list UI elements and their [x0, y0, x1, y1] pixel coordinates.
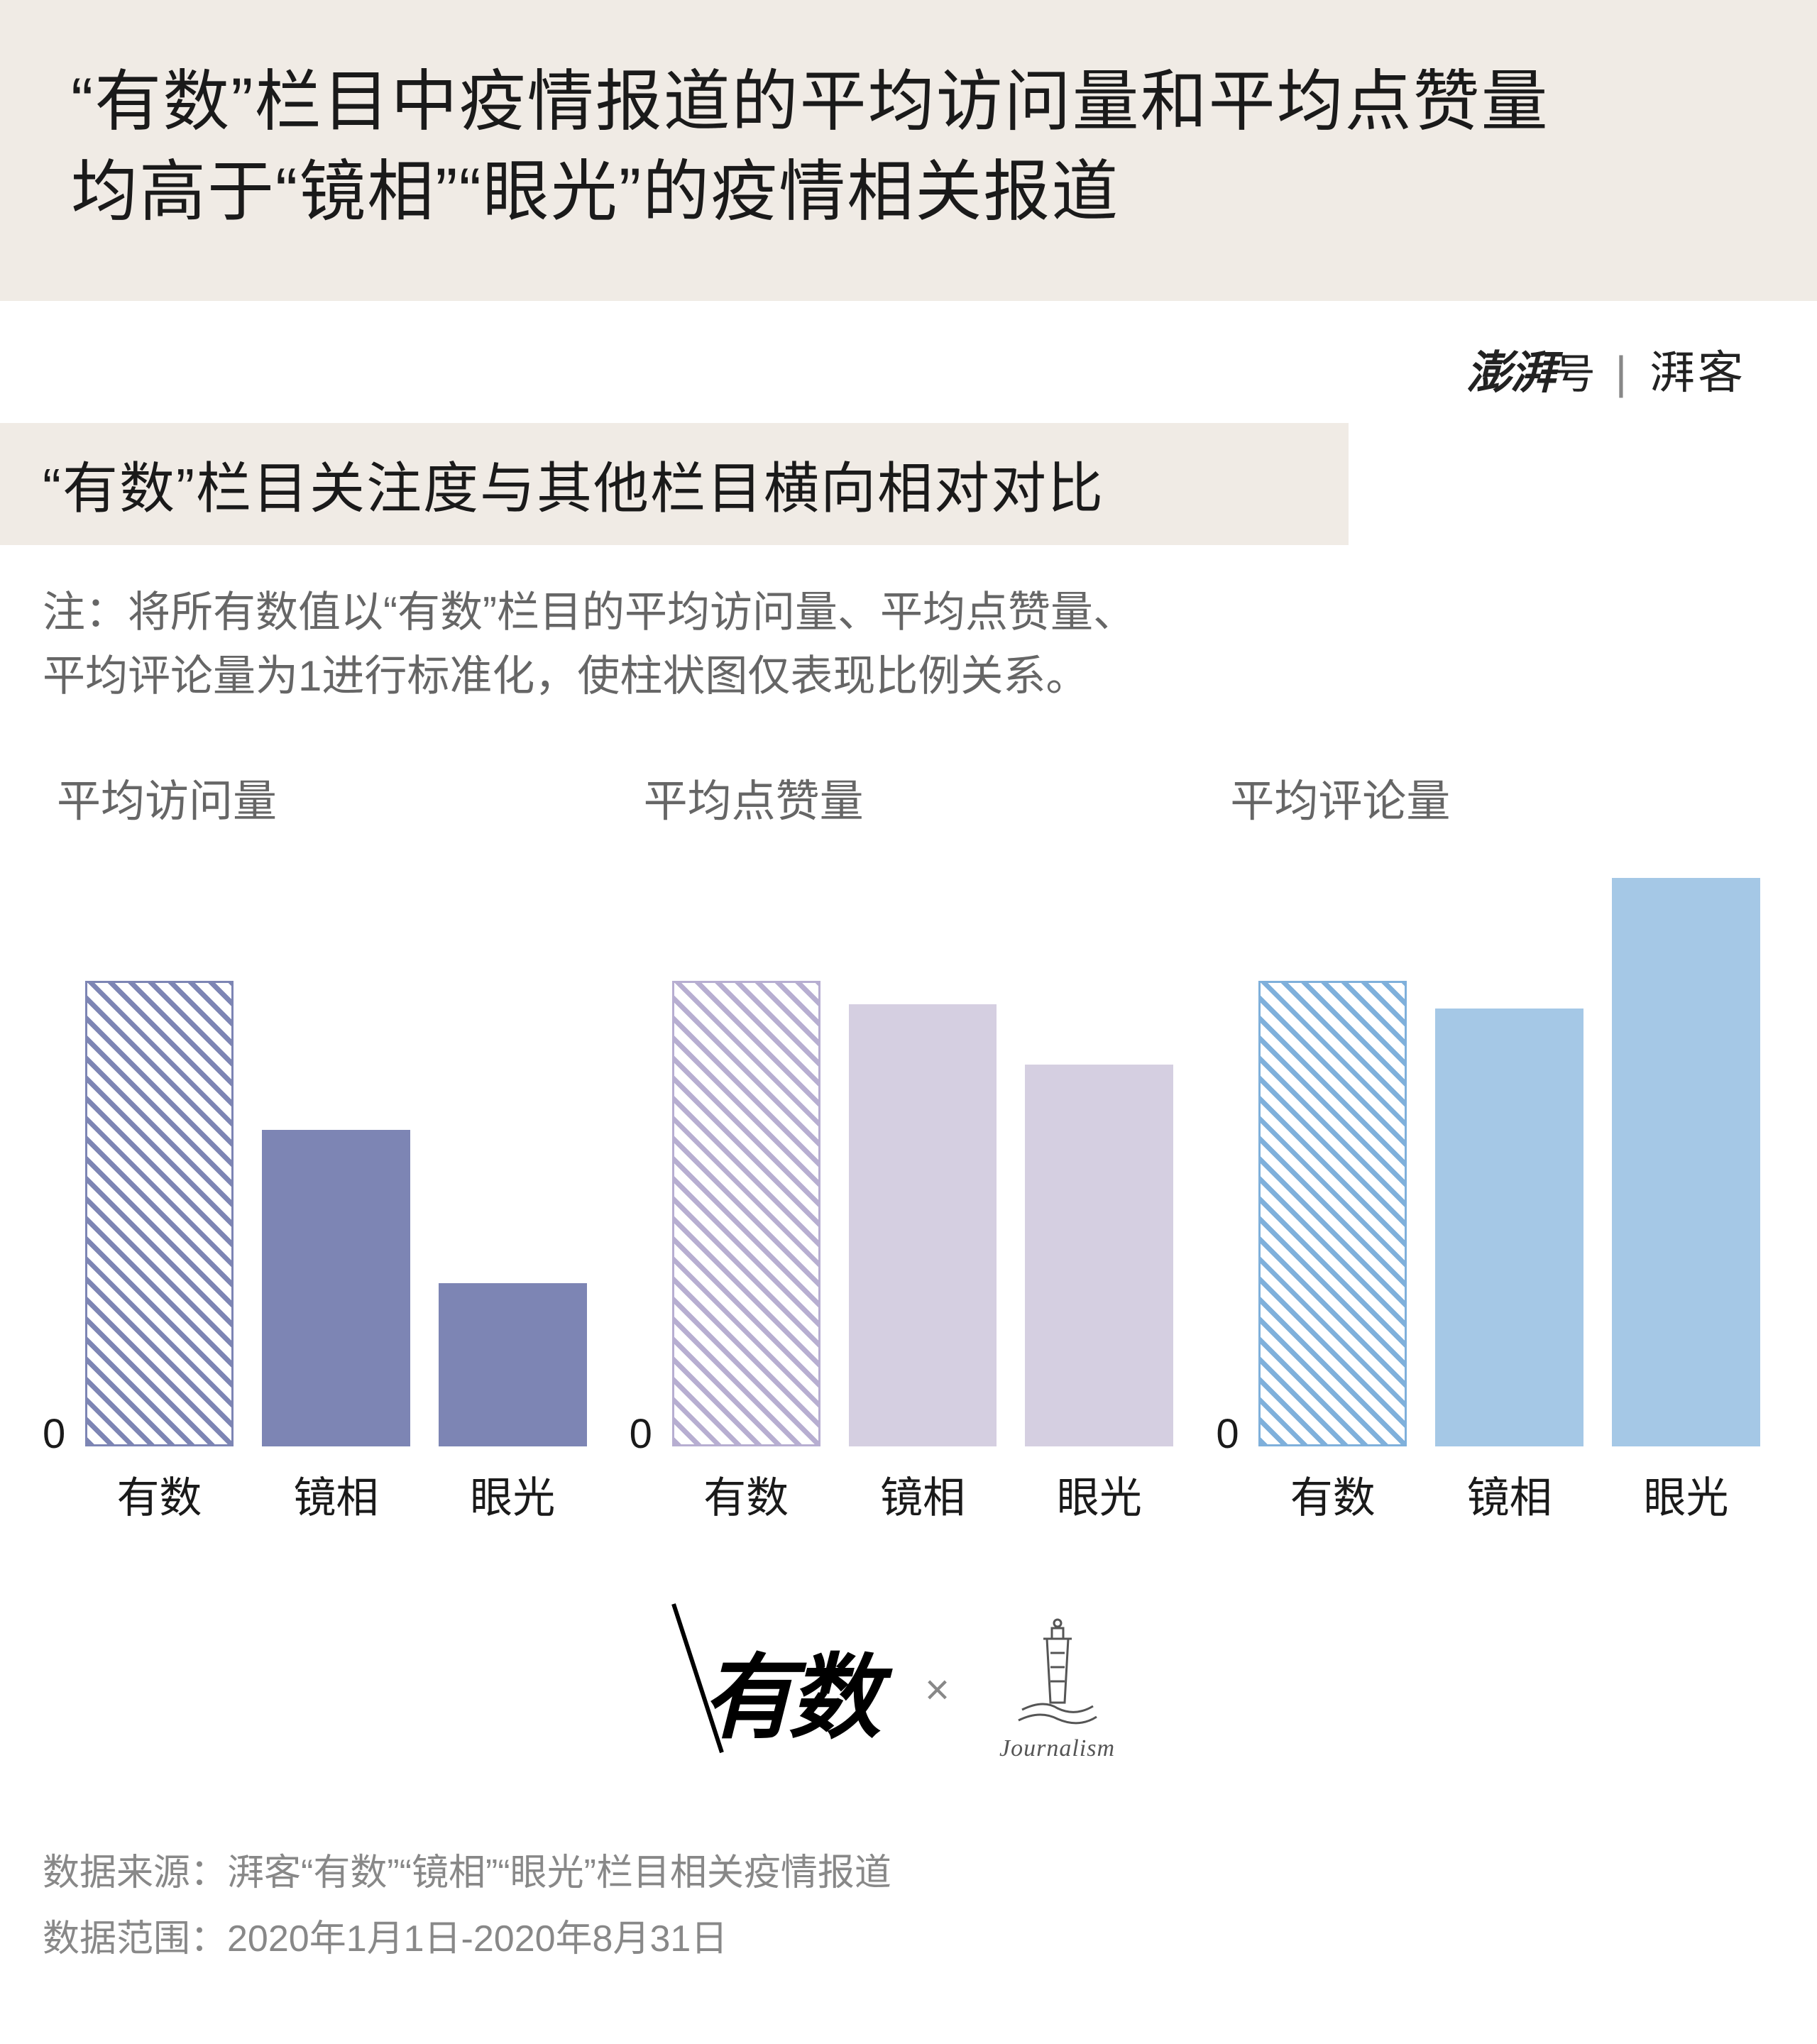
data-source: 数据来源：湃客“有数”“镜相”“眼光”栏目相关疫情报道: [43, 1840, 1774, 1907]
title-line-2: 均高于“镜相”“眼光”的疫情相关报道: [71, 154, 1119, 229]
category-label: 镜相: [849, 1463, 997, 1525]
category-label: 镜相: [262, 1463, 410, 1525]
journalism-text: Journalism: [999, 1735, 1115, 1762]
bar: [672, 981, 820, 1446]
category-label: 眼光: [439, 1463, 587, 1525]
youshu-logo: 有数: [702, 1623, 875, 1757]
chart-panel: 平均访问量 0 有数镜相眼光: [43, 765, 601, 1525]
plot-area: 0: [43, 864, 601, 1446]
bar: [1258, 981, 1407, 1446]
axis-zero-label: 0: [43, 1410, 65, 1458]
logo-row: 有数 × Journalism: [0, 1554, 1817, 1812]
chart-title: 平均评论量: [1216, 765, 1774, 829]
lighthouse-icon: [1008, 1617, 1107, 1731]
category-row: 有数镜相眼光: [1216, 1463, 1774, 1525]
bar: [85, 981, 234, 1446]
title-line-1: “有数”栏目中疫情报道的平均访问量和平均点赞量: [71, 64, 1549, 138]
bar: [1435, 1009, 1583, 1446]
chart-title: 平均点赞量: [630, 765, 1188, 829]
brand-separator: |: [1615, 347, 1627, 398]
header-band: “有数”栏目中疫情报道的平均访问量和平均点赞量 均高于“镜相”“眼光”的疫情相关…: [0, 0, 1817, 301]
bar: [1025, 1065, 1173, 1446]
chart-title: 平均访问量: [43, 765, 601, 829]
plot-area: 0: [630, 864, 1188, 1446]
cross-icon: ×: [925, 1665, 950, 1714]
axis-zero-label: 0: [1216, 1410, 1239, 1458]
category-label: 镜相: [1435, 1463, 1583, 1525]
category-label: 眼光: [1025, 1463, 1173, 1525]
note-text: 注：将所有数值以“有数”栏目的平均访问量、平均点赞量、 平均评论量为1进行标准化…: [0, 545, 1817, 737]
category-label: 有数: [672, 1463, 820, 1525]
footer: 数据来源：湃客“有数”“镜相”“眼光”栏目相关疫情报道 数据范围：2020年1月…: [0, 1812, 1817, 2044]
category-label: 有数: [1258, 1463, 1407, 1525]
subtitle-band: “有数”栏目关注度与其他栏目横向相对对比: [0, 423, 1349, 545]
charts-row: 平均访问量0有数镜相眼光平均点赞量0有数镜相眼光平均评论量0有数镜相眼光: [0, 737, 1817, 1554]
axis-zero-label: 0: [630, 1410, 652, 1458]
chart-panel: 平均评论量 0 有数镜相眼光: [1216, 765, 1774, 1525]
bar: [262, 1130, 410, 1446]
plot-area: 0: [1216, 864, 1774, 1446]
bar: [1612, 878, 1760, 1446]
brand-pengpai: 澎湃号: [1466, 347, 1605, 398]
subtitle: “有数”栏目关注度与其他栏目横向相对对比: [43, 444, 1278, 524]
bar: [439, 1283, 587, 1446]
category-row: 有数镜相眼光: [630, 1463, 1188, 1525]
chart-panel: 平均点赞量 0 有数镜相眼光: [630, 765, 1188, 1525]
category-label: 眼光: [1612, 1463, 1760, 1525]
brand-row: 澎湃号 | 湃客: [0, 301, 1817, 423]
category-row: 有数镜相眼光: [43, 1463, 601, 1525]
page-title: “有数”栏目中疫情报道的平均访问量和平均点赞量 均高于“镜相”“眼光”的疫情相关…: [71, 57, 1746, 237]
category-label: 有数: [85, 1463, 234, 1525]
journalism-logo: Journalism: [999, 1617, 1115, 1762]
brand-paike: 湃客: [1649, 347, 1746, 398]
bar: [849, 1004, 997, 1446]
data-range: 数据范围：2020年1月1日-2020年8月31日: [43, 1906, 1774, 1973]
